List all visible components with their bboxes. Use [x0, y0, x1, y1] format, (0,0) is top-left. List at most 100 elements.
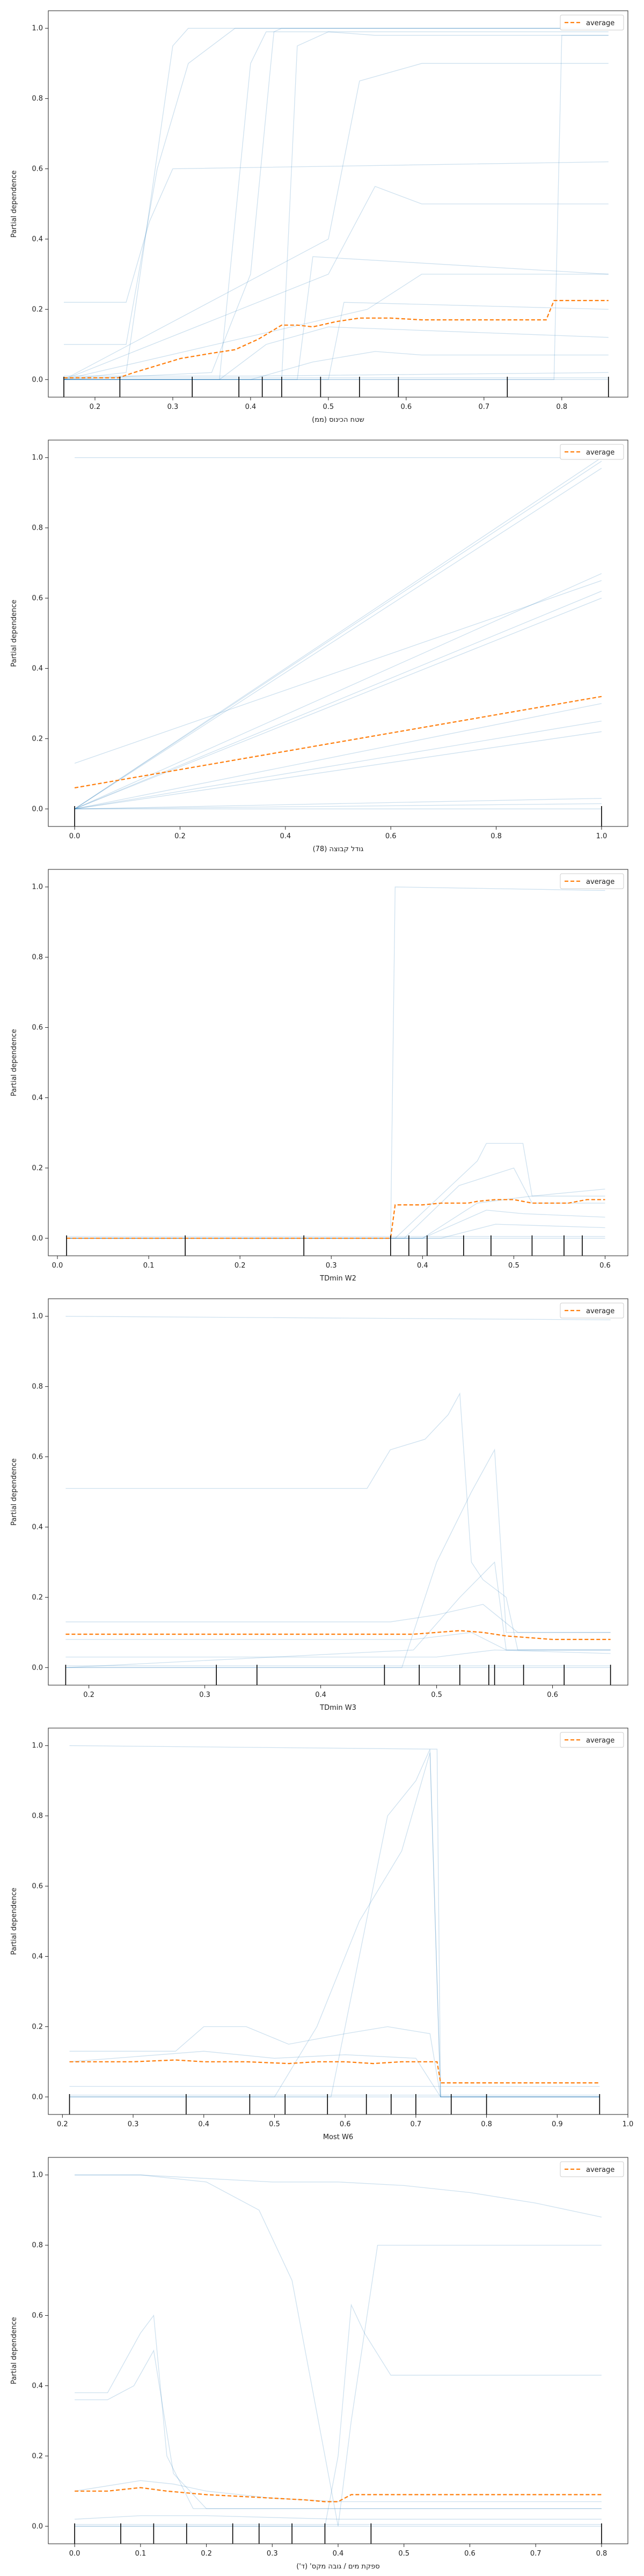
x-axis-label: שטח הכינוס (ממ) [312, 416, 364, 424]
ice-line-1 [74, 457, 602, 809]
y-axis-label: Partial dependence [10, 1458, 18, 1525]
plot-frame [48, 869, 628, 1256]
x-tick-label: 0.6 [599, 1262, 611, 1270]
plot-background [48, 2157, 628, 2544]
average-line [64, 299, 609, 379]
ice-line-6 [64, 31, 609, 380]
y-tick-label: 0.2 [32, 2452, 43, 2460]
plot-background [48, 869, 628, 1256]
y-axis-label: Partial dependence [10, 1029, 18, 1096]
legend-label: average [586, 449, 614, 457]
x-tick-label: 0.0 [52, 1262, 63, 1270]
x-tick-label: 0.5 [269, 2120, 280, 2128]
x-tick-label: 0.1 [143, 1262, 155, 1270]
x-tick-label: 0.8 [481, 2120, 492, 2128]
x-tick-label: 0.2 [174, 832, 186, 840]
y-axis: 0.0 0.2 0.4 0.6 0.8 1.0 [32, 454, 48, 813]
y-tick-label: 0.2 [32, 735, 43, 743]
legend-box [560, 1732, 624, 1748]
legend: average [560, 873, 624, 889]
x-tick-label: 0.6 [401, 403, 412, 411]
x-tick-label: 0.2 [90, 403, 101, 411]
ice-line-5 [74, 573, 602, 809]
x-tick-label: 0.3 [167, 403, 179, 411]
y-tick-label: 0.2 [32, 1164, 43, 1172]
y-axis-label: Partial dependence [10, 599, 18, 667]
ice-line-2 [65, 1392, 611, 1651]
x-axis: 0.0 0.1 0.2 0.3 0.4 0.5 0.6 0.7 0.8 [69, 2544, 607, 2558]
x-tick-label: 0.4 [333, 2550, 344, 2558]
legend-box [560, 2161, 624, 2177]
plot-background [48, 1728, 628, 2114]
ice-line-2 [75, 2175, 602, 2527]
y-tick-label: 0.0 [32, 805, 43, 813]
y-tick-label: 0.4 [32, 664, 43, 672]
x-tick-label: 1.0 [623, 2120, 634, 2128]
x-tick-label: 0.6 [385, 832, 397, 840]
y-tick-label: 1.0 [32, 1313, 43, 1321]
ice-line-9 [74, 703, 602, 809]
ice-line-3 [69, 1752, 600, 2097]
plot-area [48, 2157, 628, 2544]
legend-label: average [586, 2166, 614, 2174]
ice-line-2 [67, 1143, 605, 1239]
y-tick-label: 1.0 [32, 2171, 43, 2179]
x-tick-label: 0.5 [398, 2550, 409, 2558]
ice-line-2 [69, 1749, 600, 2097]
y-tick-label: 0.8 [32, 1383, 43, 1391]
ice-line-2 [74, 460, 602, 809]
legend-box [560, 14, 624, 31]
y-tick-label: 0.8 [32, 524, 43, 532]
y-tick-label: 0.4 [32, 2382, 43, 2390]
x-tick-label: 0.9 [552, 2120, 563, 2128]
x-tick-label: 0.3 [326, 1262, 337, 1270]
y-tick-label: 1.0 [32, 883, 43, 891]
x-tick-label: 0.8 [491, 832, 502, 840]
ice-lines [63, 28, 609, 380]
rug-ticks [74, 806, 602, 826]
ice-lines [74, 457, 602, 809]
y-axis-label: Partial dependence [10, 170, 18, 237]
y-tick-label: 0.8 [32, 2242, 43, 2250]
x-axis: 0.0 0.1 0.2 0.3 0.4 0.5 0.6 [52, 1256, 611, 1270]
ice-line-10 [64, 35, 609, 380]
y-tick-label: 0.8 [32, 1812, 43, 1820]
ice-line-13 [75, 803, 602, 809]
ice-line-1 [69, 1745, 600, 2097]
x-axis-label: TDmin W2 [319, 1275, 356, 1283]
ice-line-17 [64, 372, 609, 377]
x-axis: 0.0 0.2 0.4 0.6 0.8 1.0 [69, 826, 607, 840]
x-tick-label: 0.2 [83, 1691, 94, 1699]
rug-ticks [65, 1665, 611, 1685]
x-tick-label: 0.8 [556, 403, 567, 411]
ice-line-4 [69, 2026, 600, 2097]
x-axis-label: Most W6 [323, 2133, 353, 2141]
y-tick-label: 0.6 [32, 1883, 43, 1891]
x-tick-label: 0.4 [198, 2120, 209, 2128]
plot-frame [48, 440, 628, 827]
y-tick-label: 0.0 [32, 1664, 43, 1672]
x-tick-label: 0.5 [431, 1691, 442, 1699]
legend: average [560, 444, 624, 460]
legend-box [560, 1302, 624, 1319]
y-axis: 0.0 0.2 0.4 0.6 0.8 1.0 [32, 2171, 48, 2530]
plot-background [48, 440, 628, 826]
legend: average [560, 14, 624, 31]
y-tick-label: 0.2 [32, 2023, 43, 2031]
x-axis: 0.2 0.3 0.4 0.5 0.6 0.7 0.8 0.9 1.0 [57, 2114, 633, 2128]
ice-line-4 [63, 28, 609, 380]
y-tick-label: 0.0 [32, 376, 43, 384]
y-axis: 0.0 0.2 0.4 0.6 0.8 1.0 [32, 1313, 48, 1672]
plot-area [48, 869, 628, 1256]
average-line [67, 1199, 605, 1239]
average-line [69, 2059, 600, 2084]
ice-line-4 [75, 2350, 602, 2509]
x-tick-label: 0.5 [323, 403, 334, 411]
x-tick-label: 0.2 [57, 2120, 68, 2128]
ice-line-1 [65, 1316, 611, 1320]
x-axis-label: TDmin W3 [319, 1704, 356, 1712]
ice-line-9 [63, 274, 609, 380]
x-tick-label: 0.3 [199, 1691, 210, 1699]
rug-ticks [63, 377, 609, 397]
